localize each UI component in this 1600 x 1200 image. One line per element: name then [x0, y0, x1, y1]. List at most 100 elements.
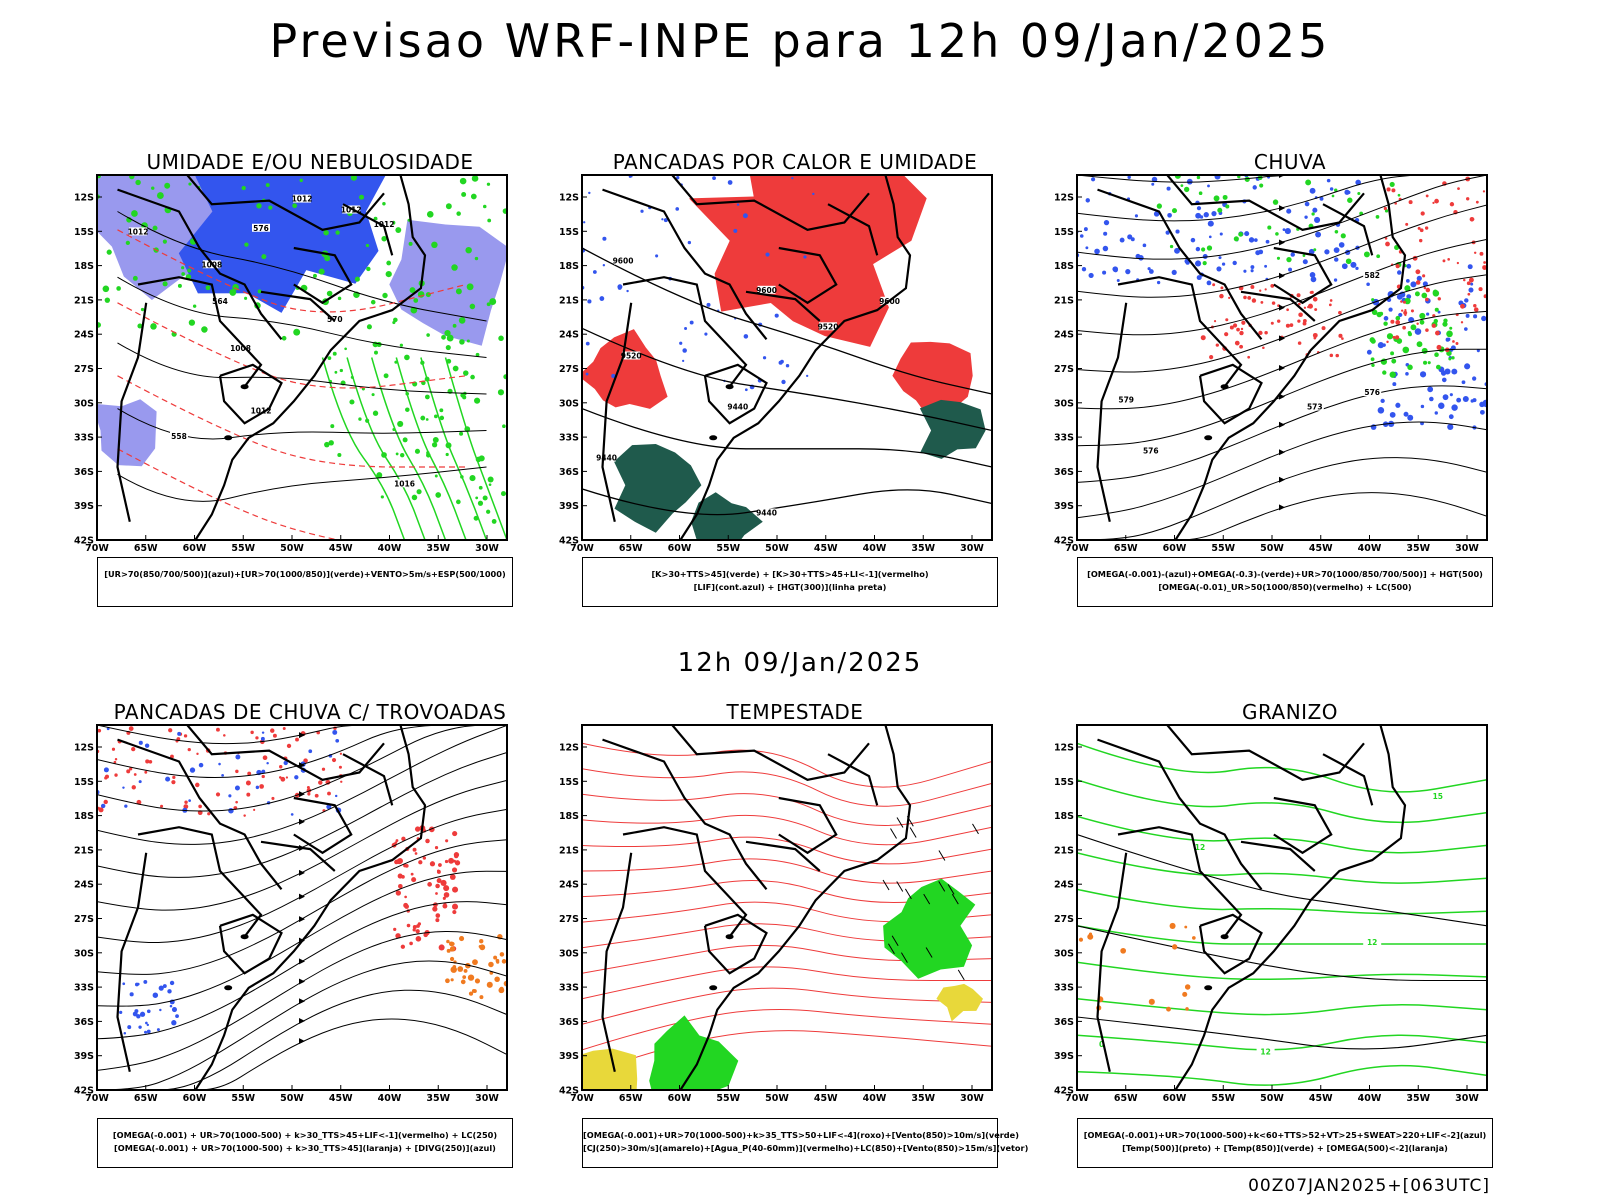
rain-speck: [1267, 225, 1272, 230]
rain-speck: [1240, 327, 1244, 331]
storm-speck: [129, 767, 133, 771]
rain-speck: [1338, 310, 1342, 315]
lake: [709, 985, 718, 991]
panel-pancadas-calor: PANCADAS POR CALOR E UMIDADE 9600 9600 960…: [545, 150, 1045, 630]
rain-speck: [1473, 307, 1479, 312]
humidity-speck: [318, 268, 325, 275]
temp850-contour: [1077, 852, 1487, 884]
rain-speck: [1265, 239, 1270, 244]
humidity-speck: [125, 240, 130, 246]
lat-tick-label: 39S: [559, 501, 579, 512]
lat-tick-label: 36S: [1054, 467, 1074, 478]
storm-speck: [250, 730, 254, 735]
rain-speck: [1236, 327, 1240, 332]
rain-speck: [1302, 259, 1308, 265]
storm-speck: [260, 736, 265, 741]
storm-speck: [159, 1008, 162, 1012]
map-umidade[interactable]: 1012101210121012100810081012101657657056…: [60, 170, 540, 570]
contour-label-bg: [252, 406, 270, 415]
rain-speck: [1475, 200, 1479, 204]
humidity-contour: [370, 357, 447, 540]
humidity-speck: [502, 208, 507, 214]
storm-speck: [111, 747, 116, 751]
rain-speck: [1271, 301, 1276, 305]
humidity-speck: [365, 243, 370, 248]
country-border: [1273, 796, 1333, 855]
rain-speck: [1396, 270, 1402, 275]
lif-speck: [762, 356, 767, 360]
humidity-speck: [382, 202, 386, 206]
rain-speck: [1196, 206, 1202, 211]
contour-label-bg: [231, 344, 250, 353]
rain-speck: [1380, 398, 1385, 404]
lat-tick-label: 42S: [1054, 536, 1074, 547]
storm-speck: [255, 785, 260, 790]
rain-speck: [1480, 409, 1485, 415]
storm-speck: [177, 731, 182, 736]
humidity-speck: [434, 414, 438, 419]
humidity-speck: [354, 276, 360, 282]
lon-tick-label: 50W: [1260, 1093, 1284, 1104]
lat-tick-label: 36S: [74, 1017, 94, 1028]
rain-speck: [1326, 178, 1331, 183]
storm-speck: [235, 800, 238, 804]
contour-label-bg: [1363, 388, 1382, 396]
map-field: 582 579 576 573 576: [1077, 175, 1487, 540]
humidity-speck: [374, 350, 378, 355]
rain-speck: [1252, 185, 1257, 190]
rain-speck: [1208, 235, 1212, 239]
contour-label-bg: [1363, 271, 1382, 280]
rain-speck: [1427, 386, 1434, 393]
map-chuva[interactable]: 582 579 576 573 576 12S 15S 18S 21S 24S 27S 30S 33S 3…: [1040, 170, 1520, 570]
storm-speck: [445, 839, 449, 843]
lon-tick-label: 70W: [1065, 543, 1089, 554]
rain-speck: [1297, 302, 1301, 306]
country-border: [745, 290, 821, 322]
rain-speck: [1386, 340, 1389, 344]
rain-speck: [1391, 188, 1396, 193]
storm-speck: [501, 959, 507, 964]
lon-tick-label: 30W: [960, 1093, 984, 1104]
contour-label: 9440: [596, 454, 617, 463]
lat-tick-label: 12S: [74, 743, 94, 754]
storm-speck: [207, 812, 211, 816]
lat-tick-label: 33S: [1054, 433, 1074, 444]
lat-tick-label: 27S: [74, 914, 94, 925]
humidity-speck: [482, 495, 488, 501]
lat-tick-label: 21S: [74, 845, 94, 856]
wind-vector: [896, 881, 904, 892]
map-pancadas-calor[interactable]: 9600960096009520952094409440944012S15S18…: [545, 170, 1025, 570]
map-granizo[interactable]: 0 12 12 12 15 12S 15S 18S 21S 24S 27S 30S 33S 36S 39S 4…: [1040, 720, 1520, 1120]
rain-speck: [1416, 275, 1422, 282]
lat-tick-label: 36S: [559, 467, 579, 478]
streamline: [1077, 175, 1487, 260]
rain-speck: [1219, 232, 1223, 236]
rain-speck: [1445, 337, 1450, 342]
humidity-speck: [332, 351, 337, 356]
panel-legend: [OMEGA(-0.001)+UR>70(1000-500)+k<60+TTS>…: [1077, 1118, 1493, 1168]
lon-tick-label: 55W: [716, 543, 740, 554]
coastline: [1174, 175, 1407, 540]
storm-speck: [282, 727, 286, 731]
storm-speck: [423, 932, 428, 938]
rain-speck: [1284, 228, 1291, 235]
lon-tick-label: 40W: [863, 1093, 887, 1104]
storm-speck: [472, 989, 477, 994]
humidity-speck: [500, 491, 507, 497]
humidity-speck: [335, 230, 340, 235]
storm-speck: [395, 839, 399, 842]
country-border: [117, 188, 283, 340]
rain-speck: [1333, 278, 1338, 282]
contour-label-bg: [375, 220, 393, 229]
rain-speck: [1395, 402, 1401, 408]
humidity-area: [97, 399, 157, 467]
lif-speck: [675, 207, 680, 211]
humidity-speck: [474, 397, 481, 404]
rain-speck: [1304, 201, 1310, 207]
hgt-contour: [582, 488, 992, 516]
wind-vector: [925, 947, 933, 958]
